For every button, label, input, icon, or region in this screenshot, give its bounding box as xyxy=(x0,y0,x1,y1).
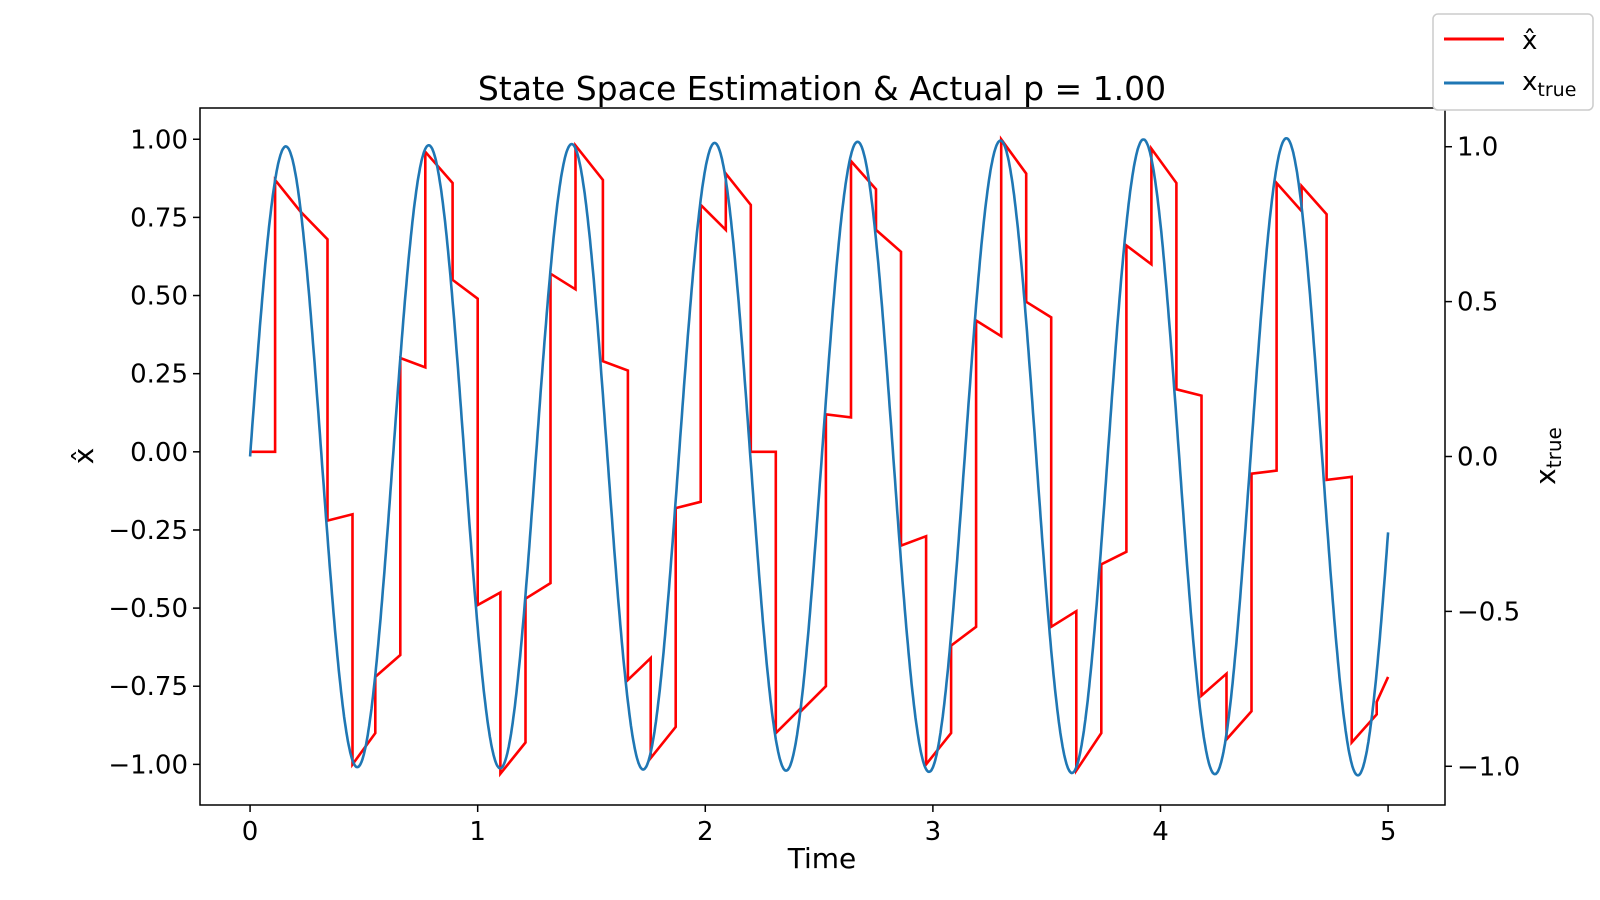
left-y-tick-label: 0.75 xyxy=(130,203,188,233)
x-axis-label: Time xyxy=(787,842,857,875)
legend: x̂ xtrue xyxy=(1432,13,1594,111)
right-y-tick-label: 0.5 xyxy=(1457,288,1498,318)
x-tick-label: 0 xyxy=(242,817,259,847)
right-y-tick-label: −1.0 xyxy=(1457,752,1520,782)
x-tick-label: 3 xyxy=(925,817,942,847)
left-y-tick-label: −1.00 xyxy=(108,750,188,780)
left-y-tick-label: −0.25 xyxy=(108,516,188,546)
right-y-tick-label: 1.0 xyxy=(1457,133,1498,163)
left-y-tick-label: 0.00 xyxy=(130,438,188,468)
right-y-tick-label: 0.0 xyxy=(1457,443,1498,473)
legend-label-xtrue-subscript: true xyxy=(1537,79,1576,101)
right-y-axis-ticks: 1.0 0.5 0.0 −0.5 −1.0 xyxy=(1445,133,1520,782)
series-layer xyxy=(248,135,1390,778)
legend-label-xtrue-main: x xyxy=(1522,67,1537,97)
legend-label-xhat: x̂ xyxy=(1522,26,1537,56)
left-y-tick-label: −0.50 xyxy=(108,594,188,624)
left-y-tick-label: 1.00 xyxy=(130,125,188,155)
left-y-axis-ticks: 1.00 0.75 0.50 0.25 0.00 −0.25 −0.50 −0.75 −1.00 xyxy=(108,125,200,780)
x-tick-label: 1 xyxy=(469,817,486,847)
right-y-axis-label-subscript: true xyxy=(1542,427,1566,468)
x-axis-ticks: 0 1 2 3 4 5 xyxy=(242,805,1397,847)
chart-title: State Space Estimation & Actual p = 1.00 xyxy=(478,69,1166,108)
series-line-xtrue xyxy=(248,136,1390,777)
right-y-axis-label-main: x xyxy=(1529,468,1562,485)
left-y-tick-label: 0.50 xyxy=(130,282,188,312)
left-y-axis-label: x̂ xyxy=(67,448,100,465)
right-y-axis-label: xtrue xyxy=(1529,427,1566,485)
x-tick-label: 5 xyxy=(1380,817,1397,847)
left-y-tick-label: 0.25 xyxy=(130,360,188,390)
legend-label-xtrue: xtrue xyxy=(1522,67,1576,101)
x-tick-label: 4 xyxy=(1152,817,1169,847)
right-y-tick-label: −0.5 xyxy=(1457,597,1520,627)
left-y-tick-label: −0.75 xyxy=(108,672,188,702)
x-tick-label: 2 xyxy=(697,817,714,847)
